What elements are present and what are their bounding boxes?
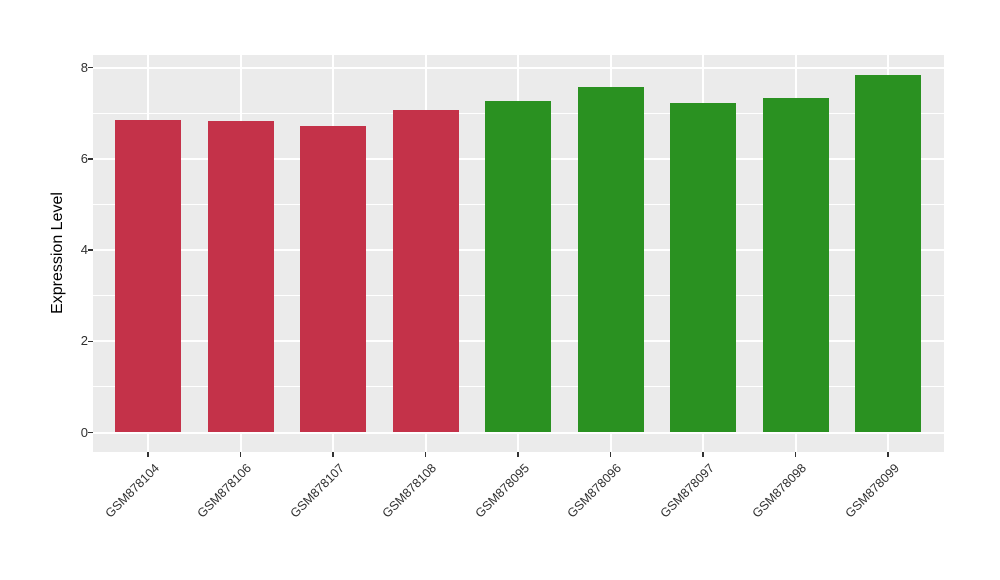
x-tick-mark-GSM878097	[702, 452, 704, 457]
y-tick-label-6: 6	[80, 150, 88, 166]
bar-GSM878097	[670, 103, 736, 433]
x-tick-mark-GSM878096	[609, 452, 612, 457]
x-tick-label-GSM878096: GSM878096	[564, 461, 625, 521]
y-tick-mark-4	[88, 249, 93, 251]
y-tick-mark-8	[88, 66, 93, 69]
x-tick-label-GSM878097: GSM878097	[657, 461, 717, 521]
bar-GSM878106	[207, 121, 274, 433]
bar-GSM878107	[300, 126, 366, 433]
x-tick-label-GSM878106: GSM878106	[194, 461, 255, 521]
x-tick-mark-GSM878108	[424, 452, 427, 457]
y-tick-label-8: 8	[80, 59, 88, 75]
x-tick-label-GSM878099: GSM878099	[842, 461, 902, 521]
x-tick-mark-GSM878095	[517, 452, 519, 457]
x-tick-mark-GSM878107	[332, 452, 334, 457]
y-tick-label-4: 4	[80, 242, 88, 258]
y-tick-mark-0	[88, 431, 93, 434]
bar-GSM878095	[485, 100, 551, 433]
x-tick-mark-GSM878099	[887, 452, 889, 457]
y-tick-label-0: 0	[80, 424, 88, 440]
bar-GSM878104	[115, 120, 181, 433]
bar-GSM878098	[762, 97, 829, 433]
x-tick-label-GSM878098: GSM878098	[749, 461, 810, 521]
y-tick-mark-2	[88, 340, 93, 343]
x-tick-mark-GSM878106	[239, 452, 242, 457]
x-tick-label-GSM878107: GSM878107	[287, 461, 347, 521]
bar-GSM878096	[577, 86, 644, 433]
bar-GSM878099	[855, 74, 921, 433]
plot-panel	[93, 55, 944, 452]
x-tick-mark-GSM878098	[794, 452, 797, 457]
bar-GSM878108	[392, 110, 459, 433]
x-tick-mark-GSM878104	[147, 452, 149, 457]
x-tick-label-GSM878104: GSM878104	[102, 461, 162, 521]
y-tick-label-2: 2	[80, 333, 88, 349]
x-tick-label-GSM878108: GSM878108	[379, 461, 440, 521]
y-tick-mark-6	[88, 158, 93, 160]
x-tick-label-GSM878095: GSM878095	[472, 461, 532, 521]
